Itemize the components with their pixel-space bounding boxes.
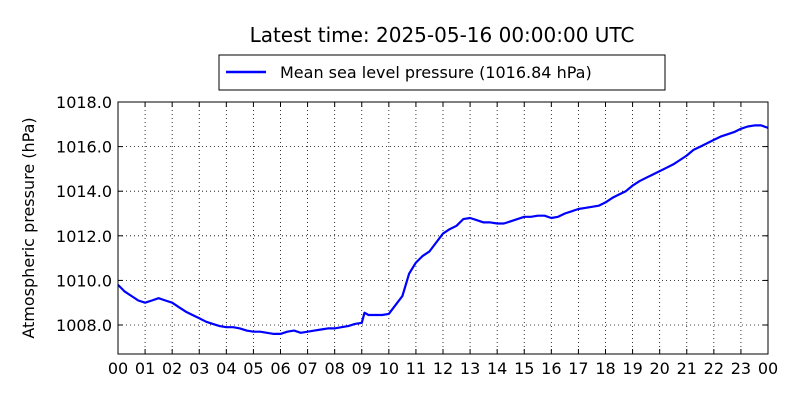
- x-tick-label: 20: [649, 359, 669, 378]
- x-tick-label: 09: [352, 359, 372, 378]
- x-tick-label: 15: [514, 359, 534, 378]
- x-tick-label: 03: [189, 359, 209, 378]
- x-tick-label: 16: [541, 359, 561, 378]
- x-tick-label: 04: [216, 359, 236, 378]
- x-tick-label: 17: [568, 359, 588, 378]
- series-line-mean-sea-level-pressure: [117, 124, 769, 335]
- x-tick-label: 08: [324, 359, 344, 378]
- x-tick-label: 00: [758, 359, 778, 378]
- x-tick-label: 13: [460, 359, 480, 378]
- grid: [118, 102, 768, 354]
- x-tick-label: 12: [433, 359, 453, 378]
- x-tick-label: 18: [595, 359, 615, 378]
- x-tick-label: 00: [108, 359, 128, 378]
- x-tick-label: 23: [731, 359, 751, 378]
- x-tick-label: 11: [406, 359, 426, 378]
- chart-title: Latest time: 2025-05-16 00:00:00 UTC: [250, 23, 635, 47]
- x-tick-labels: 00 01 02 03 04 05 06 07 08 09 10 11 12 13 14 15 16 17 18 19…: [108, 359, 778, 378]
- y-tick-label: 1012.0: [56, 227, 112, 246]
- y-tick-labels: 1008.0 1010.0 1012.0 1014.0 1016.0 1018.0: [56, 93, 112, 335]
- y-tick-label: 1010.0: [56, 271, 112, 290]
- y-tick-label: 1008.0: [56, 316, 112, 335]
- y-axis-label: Atmospheric pressure (hPa): [19, 117, 38, 338]
- series-layer: [117, 124, 769, 335]
- x-tick-label: 02: [162, 359, 182, 378]
- x-tick-label: 14: [487, 359, 507, 378]
- x-tick-label: 01: [135, 359, 155, 378]
- y-tick-label: 1018.0: [56, 93, 112, 112]
- legend-box: [218, 54, 666, 91]
- x-tick-label: 22: [704, 359, 724, 378]
- x-tick-label: 21: [677, 359, 697, 378]
- y-tick-label: 1016.0: [56, 138, 112, 157]
- axis-ticks: [117, 101, 769, 354]
- x-tick-label: 07: [297, 359, 317, 378]
- x-tick-label: 10: [379, 359, 399, 378]
- x-tick-label: 05: [243, 359, 263, 378]
- plot-frame: [117, 101, 769, 355]
- legend-label: Mean sea level pressure (1016.84 hPa): [280, 63, 592, 82]
- y-tick-label: 1014.0: [56, 182, 112, 201]
- legend: Mean sea level pressure (1016.84 hPa): [218, 54, 666, 91]
- x-tick-label: 19: [622, 359, 642, 378]
- x-tick-label: 06: [270, 359, 290, 378]
